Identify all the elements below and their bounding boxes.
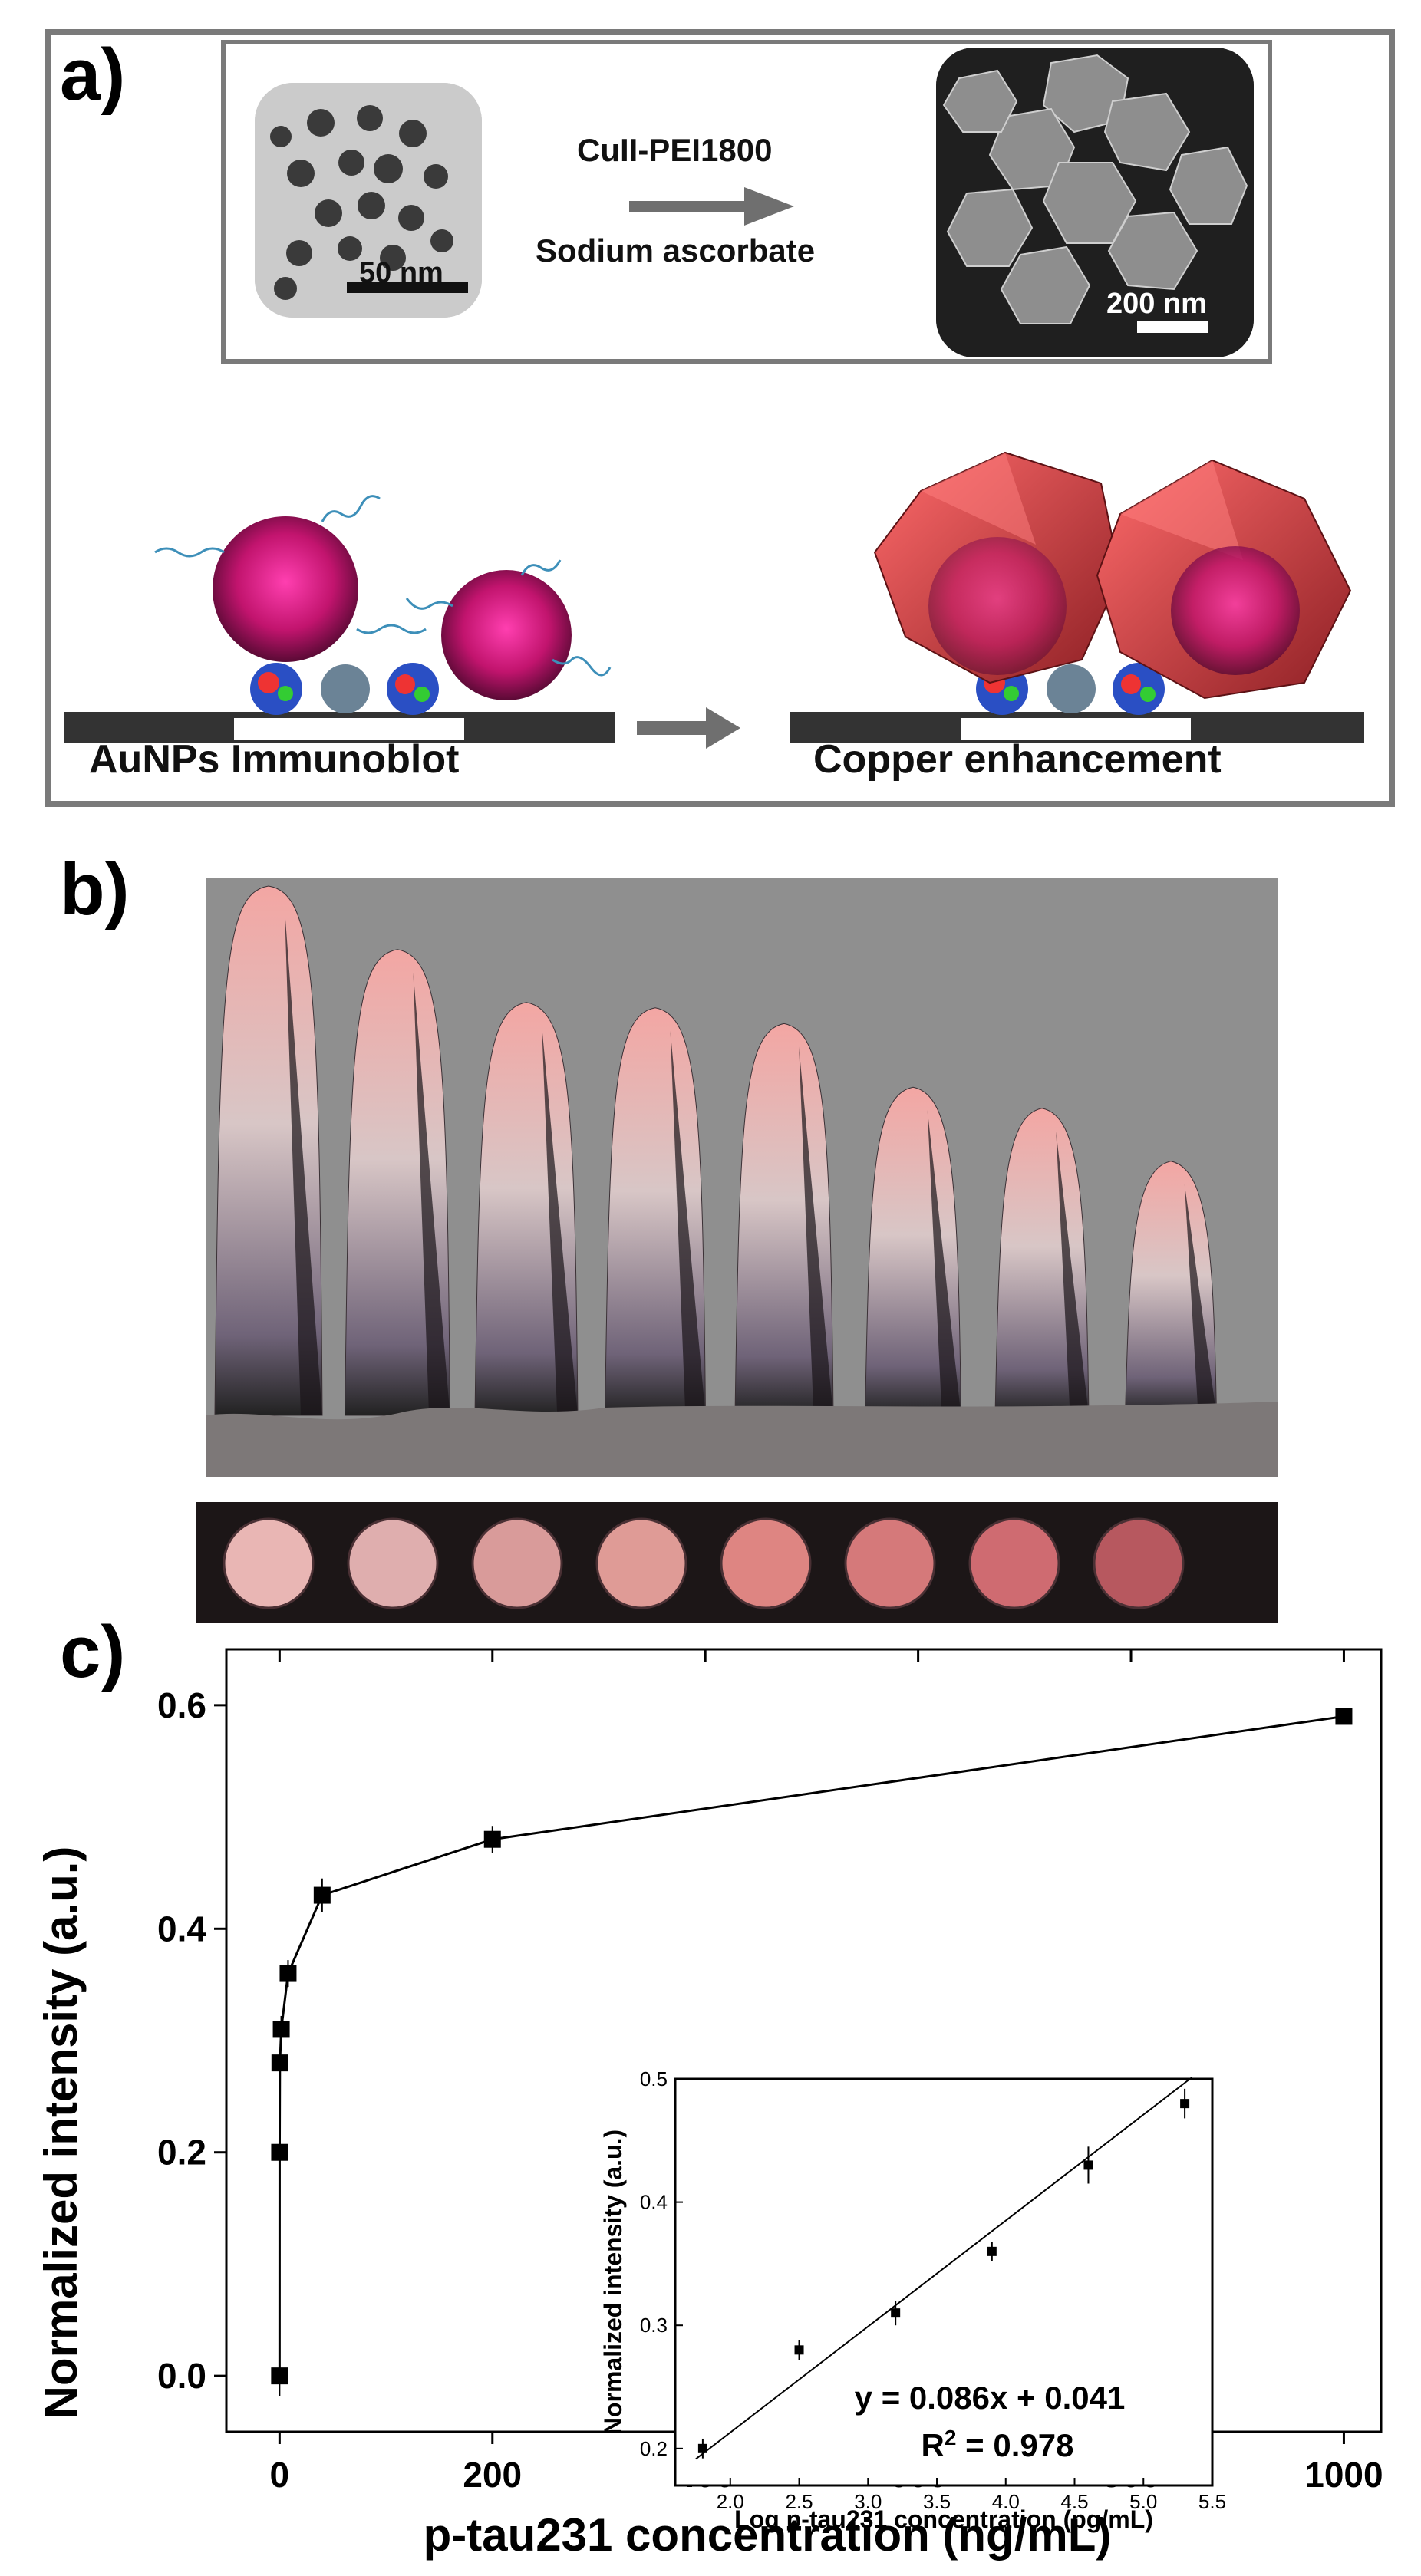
- dot-blot-spot: [844, 1517, 936, 1609]
- main-chart: 020040060080010000.00.20.40.6 p-tau231 c…: [35, 1648, 1383, 2561]
- main-data-point: [272, 2021, 290, 2038]
- inset-y-axis-label: Normalized intensity (a.u.): [599, 2130, 627, 2435]
- fit-r-squared: R2 = 0.978: [922, 2426, 1074, 2464]
- inset-x-tick-label: 5.5: [1198, 2490, 1226, 2513]
- sem-particles: [936, 48, 1254, 357]
- intensity-peak: [1124, 1161, 1218, 1416]
- inset-y-tick-label: 0.3: [640, 2314, 668, 2337]
- left-caption: AuNPs Immunoblot: [89, 737, 460, 782]
- main-series-line: [278, 1715, 1344, 2377]
- main-data-point: [313, 1886, 331, 1904]
- main-y-tick-label: 0.4: [157, 1909, 206, 1948]
- sem-scale-label: 200 nm: [1106, 288, 1207, 320]
- intensity-peak: [994, 1108, 1090, 1416]
- immunoblot-schematic: [64, 451, 1364, 749]
- intensity-peak: [214, 885, 323, 1416]
- intensity-peak: [344, 949, 451, 1416]
- inset-y-tick-label: 0.5: [640, 2067, 668, 2090]
- fit-equation: y = 0.086x + 0.041: [855, 2380, 1126, 2416]
- main-x-tick-label: 200: [463, 2455, 522, 2495]
- dot-blot-spot: [347, 1517, 439, 1609]
- dot-blot-strip: [196, 1502, 1278, 1623]
- inset-y-tick-label: 0.4: [640, 2191, 668, 2214]
- main-data-point: [279, 1965, 297, 1982]
- dot-blot-spot: [968, 1517, 1060, 1609]
- main-data-point: [271, 2143, 288, 2161]
- main-x-axis-label: p-tau231 concentration (ng/mL): [424, 2509, 1112, 2561]
- inset-fit-line: [695, 2077, 1192, 2460]
- main-y-tick-label: 0.6: [157, 1685, 206, 1725]
- aunp-sphere-1: [213, 516, 358, 662]
- dot-blot-spot: [1093, 1517, 1185, 1609]
- main-data-point: [1335, 1708, 1353, 1725]
- tem-particles: [255, 83, 482, 318]
- reagent-label-bottom: Sodium ascorbate: [536, 232, 816, 268]
- inset-data-point: [1180, 2099, 1190, 2109]
- dot-blot-spot: [471, 1517, 563, 1609]
- intensity-peak: [864, 1086, 962, 1416]
- inset-x-tick-label: 3.0: [854, 2490, 882, 2513]
- inset-data-point: [794, 2345, 804, 2355]
- inset-x-tick-label: 5.0: [1129, 2490, 1157, 2513]
- main-y-tick-label: 0.2: [157, 2133, 206, 2172]
- dot-blot-spot: [595, 1517, 687, 1609]
- sem-micrograph: [936, 48, 1254, 357]
- surface-plot-3d: [206, 878, 1278, 1477]
- main-data-point: [271, 2054, 288, 2072]
- main-x-tick-label: 1000: [1304, 2455, 1383, 2495]
- panel-a-letter: a): [60, 34, 126, 116]
- aunp-sphere-2: [441, 570, 572, 700]
- inset-frame: [674, 2077, 1214, 2487]
- inset-x-tick-label: 4.0: [992, 2490, 1020, 2513]
- panel-a-frame: [45, 29, 1395, 807]
- inset-x-tick-label: 4.5: [1060, 2490, 1088, 2513]
- main-data-point: [483, 1830, 501, 1848]
- inset-x-tick-label: 2.0: [717, 2490, 744, 2513]
- panel-b-letter: b): [60, 848, 130, 931]
- intensity-peak: [734, 1023, 834, 1416]
- dot-blot-spot: [223, 1517, 315, 1609]
- inset-x-tick-label: 3.5: [923, 2490, 951, 2513]
- inset-x-tick-label: 2.5: [785, 2490, 813, 2513]
- dot-blot-spot: [720, 1517, 812, 1609]
- intensity-peak: [474, 1002, 579, 1416]
- right-caption: Copper enhancement: [813, 737, 1222, 782]
- inset-y-tick-label: 0.2: [640, 2437, 668, 2460]
- reagent-label-top: CuII-PEI1800: [577, 132, 773, 168]
- main-y-tick-label: 0.0: [157, 2356, 206, 2396]
- intensity-peak: [604, 1007, 707, 1416]
- main-y-axis-label: Normalized intensity (a.u.): [35, 1846, 87, 2420]
- inset-data-point: [1083, 2160, 1093, 2170]
- panel-c-letter: c): [60, 1611, 126, 1693]
- synthesis-arrow: [629, 187, 794, 226]
- inset-data-point: [987, 2246, 997, 2256]
- peaks-svg: [206, 885, 1278, 1477]
- main-x-tick-label: 0: [270, 2455, 290, 2495]
- inset-x-axis-label: Log p-tau231 concentration (pg/mL): [734, 2505, 1153, 2533]
- inset-data-point: [891, 2308, 901, 2318]
- tem-scale-label: 50 nm: [359, 257, 443, 289]
- main-data-point: [271, 2367, 288, 2385]
- tem-micrograph: [255, 83, 482, 318]
- dots-svg: [223, 1517, 1185, 1609]
- inset-data-point: [697, 2443, 707, 2453]
